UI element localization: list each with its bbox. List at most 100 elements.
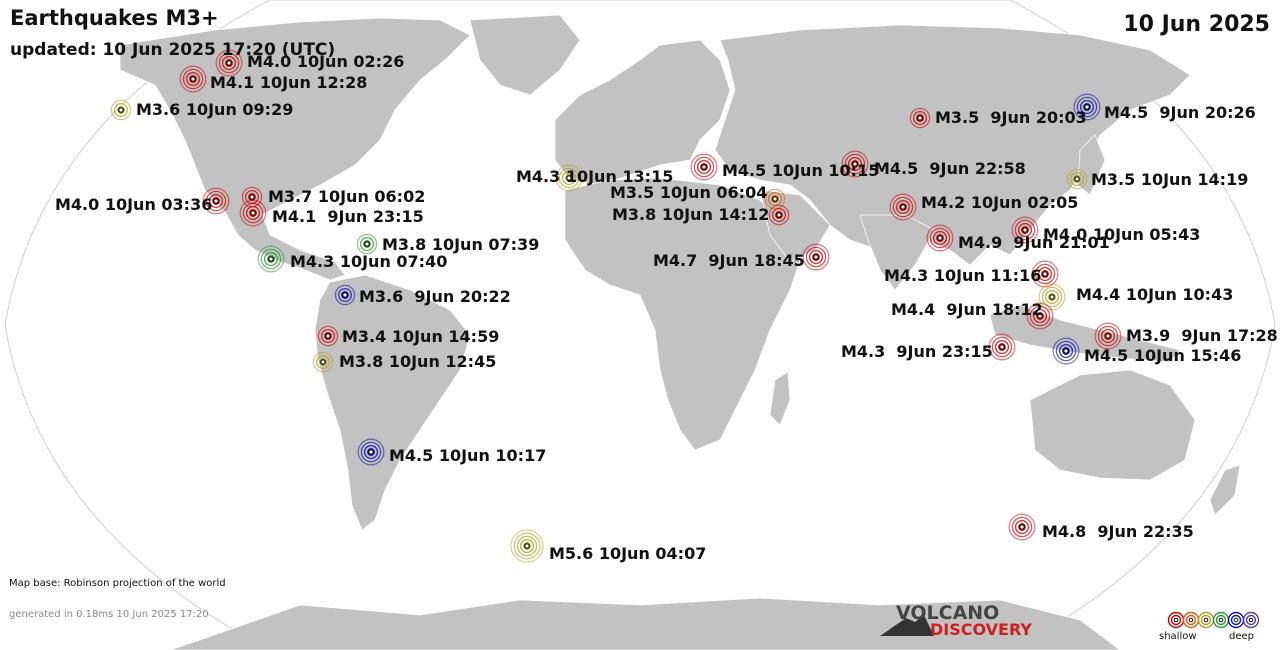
earthquake-marker[interactable] — [334, 284, 356, 306]
earthquake-label[interactable]: M3.8 10Jun 07:39 — [382, 235, 540, 254]
earthquake-ring — [775, 211, 783, 219]
earthquake-marker[interactable] — [356, 233, 378, 255]
legend-depth-swatch — [1197, 611, 1215, 629]
earthquake-marker[interactable] — [357, 438, 385, 466]
earthquake-label[interactable]: M3.6 10Jun 09:29 — [136, 100, 294, 119]
earthquake-marker[interactable] — [257, 245, 285, 273]
earthquake-ring — [363, 240, 371, 248]
earthquake-epicenter — [917, 115, 923, 121]
earthquake-marker[interactable] — [1011, 216, 1039, 244]
earthquake-marker[interactable] — [841, 150, 869, 178]
legend-dot — [1248, 617, 1254, 623]
earthquake-label[interactable]: M4.9 9Jun 21:01 — [958, 233, 1110, 252]
earthquake-label[interactable]: M4.3 10Jun 11:16 — [884, 266, 1042, 285]
legend-dot — [1173, 617, 1179, 623]
earthquake-label[interactable]: M4.4 9Jun 18:12 — [891, 300, 1043, 319]
earthquake-marker[interactable] — [768, 204, 790, 226]
earthquake-label[interactable]: M3.5 9Jun 20:03 — [935, 108, 1087, 127]
earthquake-marker[interactable] — [1052, 337, 1080, 365]
earthquake-label[interactable]: M3.6 9Jun 20:22 — [359, 287, 511, 306]
earthquake-marker[interactable] — [1094, 322, 1122, 350]
earthquake-ring — [263, 251, 279, 267]
earthquake-marker[interactable] — [889, 193, 917, 221]
earthquake-ring — [239, 199, 267, 227]
earthquake-marker[interactable] — [179, 65, 207, 93]
earthquake-label[interactable]: M4.8 9Jun 22:35 — [1042, 522, 1194, 541]
earthquake-label[interactable]: M3.8 10Jun 12:45 — [339, 352, 497, 371]
earthquake-ring — [218, 52, 240, 74]
earthquake-label[interactable]: M4.3 9Jun 23:15 — [841, 342, 993, 361]
earthquake-marker[interactable] — [1073, 93, 1101, 121]
earthquake-marker[interactable] — [764, 188, 786, 210]
earthquake-marker[interactable] — [988, 333, 1016, 361]
earthquake-marker[interactable] — [690, 153, 718, 181]
earthquake-marker[interactable] — [1066, 168, 1088, 190]
earthquake-marker[interactable] — [202, 187, 230, 215]
earthquake-ring — [225, 59, 233, 67]
logo-volcano-text[interactable]: VOLCANO — [896, 602, 1000, 624]
earthquake-epicenter — [320, 359, 326, 365]
earthquake-marker[interactable] — [909, 107, 931, 129]
earthquake-ring — [1029, 305, 1051, 327]
logo-discovery-text[interactable]: DISCOVERY — [930, 620, 1033, 639]
earthquake-marker[interactable] — [317, 325, 339, 347]
earthquake-ring — [324, 332, 332, 340]
earthquake-label[interactable]: M4.3 10Jun 07:40 — [290, 252, 448, 271]
legend-ring — [1245, 614, 1257, 626]
earthquake-label[interactable]: M4.5 10Jun 10:15 — [722, 161, 880, 180]
earthquake-marker[interactable] — [1038, 283, 1066, 311]
earthquake-label[interactable]: M5.6 10Jun 04:07 — [549, 544, 707, 563]
earthquake-label[interactable]: M4.0 10Jun 03:36 — [55, 195, 213, 214]
earthquake-label[interactable]: M4.7 9Jun 18:45 — [653, 251, 805, 270]
earthquake-ring — [513, 532, 541, 560]
earthquake-label[interactable]: M4.5 10Jun 10:17 — [389, 446, 547, 465]
earthquake-label[interactable]: M4.4 10Jun 10:43 — [1076, 285, 1234, 304]
earthquake-ring — [912, 110, 928, 126]
earthquake-ring — [1044, 289, 1060, 305]
legend-depth-swatch — [1212, 611, 1230, 629]
earthquake-marker[interactable] — [239, 199, 267, 227]
earthquake-label[interactable]: M4.3 10Jun 13:15 — [516, 167, 674, 186]
earthquake-label[interactable]: M3.7 10Jun 06:02 — [268, 187, 426, 206]
earthquake-marker[interactable] — [1008, 513, 1036, 541]
earthquake-label[interactable]: M3.9 9Jun 17:28 — [1126, 326, 1278, 345]
earthquake-label[interactable]: M4.1 9Jun 23:15 — [272, 207, 424, 226]
earthquake-ring — [315, 354, 331, 370]
land-south-america — [314, 274, 471, 531]
earthquake-marker[interactable] — [215, 49, 243, 77]
legend-dot — [1218, 617, 1224, 623]
earthquake-label[interactable]: M3.8 10Jun 14:12 — [612, 205, 770, 224]
earthquake-ring — [1048, 293, 1056, 301]
legend-depth-swatch — [1182, 611, 1200, 629]
earthquake-epicenter — [1022, 227, 1028, 233]
earthquake-ring — [899, 203, 907, 211]
earthquake-marker[interactable] — [802, 243, 830, 271]
earthquake-marker[interactable] — [926, 224, 954, 252]
earthquake-epicenter — [190, 76, 196, 82]
earthquake-label[interactable]: M4.5 9Jun 22:58 — [874, 159, 1026, 178]
earthquake-marker[interactable] — [312, 351, 334, 373]
earthquake-ring — [693, 156, 715, 178]
earthquake-label[interactable]: M4.5 10Jun 15:46 — [1084, 346, 1242, 365]
earthquake-ring — [1079, 99, 1095, 115]
earthquake-marker[interactable] — [1026, 302, 1054, 330]
earthquake-label[interactable]: M4.0 10Jun 02:26 — [247, 52, 405, 71]
earthquake-label[interactable]: M4.2 10Jun 02:05 — [921, 193, 1079, 212]
earthquake-marker[interactable] — [110, 99, 132, 121]
earthquake-marker[interactable] — [1031, 260, 1059, 288]
earthquake-ring — [242, 202, 264, 224]
earthquake-label[interactable]: M3.5 10Jun 06:04 — [610, 183, 768, 202]
earthquake-ring — [771, 207, 787, 223]
earthquake-epicenter — [1084, 104, 1090, 110]
land-europe — [554, 39, 731, 186]
earthquake-label[interactable]: M4.5 9Jun 20:26 — [1104, 103, 1256, 122]
earthquake-ring — [267, 255, 275, 263]
earthquake-label[interactable]: M3.4 10Jun 14:59 — [342, 327, 500, 346]
earthquake-epicenter — [1049, 294, 1055, 300]
earthquake-marker[interactable] — [555, 164, 583, 192]
earthquake-marker[interactable] — [510, 529, 544, 563]
earthquake-label[interactable]: M4.1 10Jun 12:28 — [210, 73, 368, 92]
earthquake-label[interactable]: M4.0 10Jun 05:43 — [1043, 225, 1201, 244]
earthquake-ring — [221, 55, 237, 71]
earthquake-label[interactable]: M3.5 10Jun 14:19 — [1091, 170, 1249, 189]
